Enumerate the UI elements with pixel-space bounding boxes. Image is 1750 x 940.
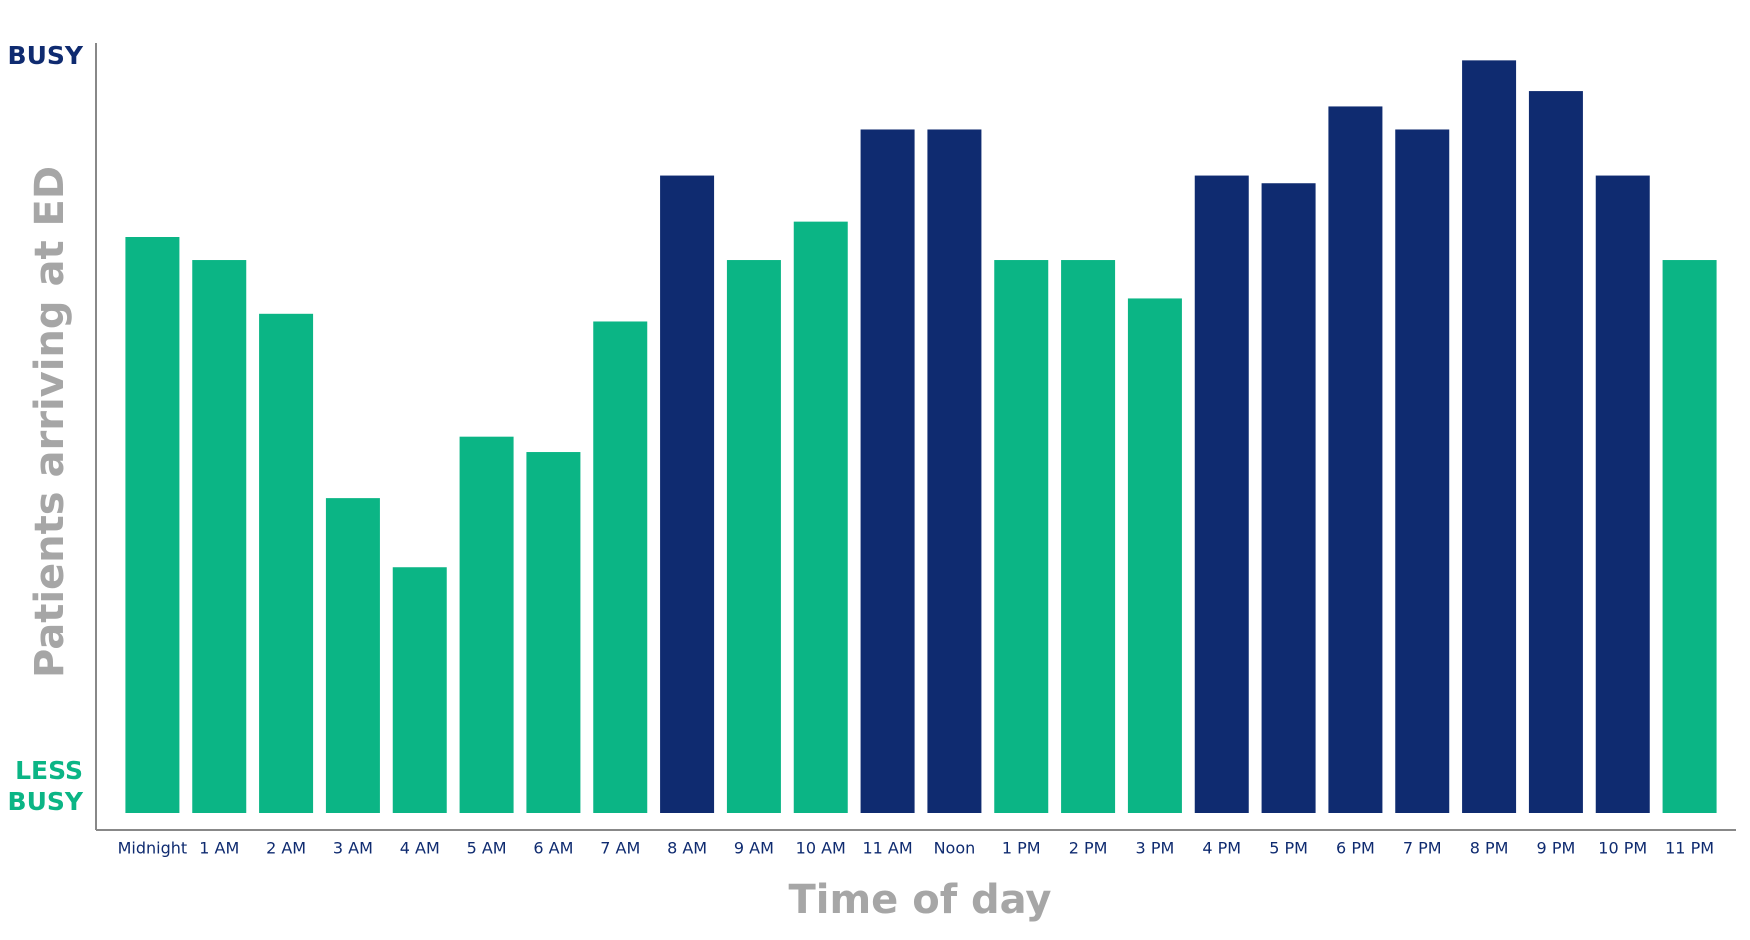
bar (1462, 60, 1517, 814)
x-tick-label: 7 AM (600, 839, 640, 858)
bar (325, 498, 380, 813)
x-tick-label: 7 PM (1403, 839, 1442, 858)
x-tick-label: 11 AM (862, 839, 912, 858)
x-axis-title: Time of day (788, 877, 1051, 923)
bar (125, 237, 180, 813)
x-tick-label: 9 AM (734, 839, 774, 858)
bar (392, 567, 447, 813)
x-tick-label: 1 PM (1002, 839, 1041, 858)
bar (1127, 298, 1182, 813)
x-tick-label: 4 PM (1202, 839, 1241, 858)
x-tick-label: 1 AM (199, 839, 239, 858)
bar (793, 221, 848, 813)
bar (927, 129, 982, 814)
busy-label: BUSY (8, 41, 84, 70)
bar (1662, 260, 1717, 813)
bar (1261, 183, 1316, 814)
x-tick-label: 3 AM (333, 839, 373, 858)
bar (459, 436, 514, 813)
x-tick-label: 10 PM (1598, 839, 1647, 858)
bar (1395, 129, 1450, 814)
bar (860, 129, 915, 814)
bar (1061, 260, 1116, 813)
bar (1528, 91, 1583, 813)
less-busy-label: LESS (15, 756, 83, 785)
x-tick-label: 2 AM (266, 839, 306, 858)
bar (259, 313, 314, 813)
bar (726, 260, 781, 813)
x-tick-label: 5 PM (1269, 839, 1308, 858)
x-tick-label: 8 AM (667, 839, 707, 858)
bar (1328, 106, 1383, 813)
x-tick-label: 2 PM (1069, 839, 1108, 858)
bar (1194, 175, 1249, 813)
bar (660, 175, 715, 813)
x-tick-label: Noon (934, 839, 976, 858)
bar (1595, 175, 1650, 813)
x-tick-label: 9 PM (1537, 839, 1576, 858)
y-axis-title: Patients arriving at ED (27, 166, 73, 678)
x-tick-label: 3 PM (1136, 839, 1175, 858)
x-tick-label: 6 PM (1336, 839, 1375, 858)
bar (593, 321, 648, 813)
x-tick-label: Midnight (118, 839, 188, 858)
less-busy-label: BUSY (8, 787, 84, 816)
x-tick-label: 11 PM (1665, 839, 1714, 858)
x-tick-label: 10 AM (796, 839, 846, 858)
x-tick-label: 8 PM (1470, 839, 1509, 858)
bar (526, 452, 581, 813)
bar (994, 260, 1049, 813)
x-tick-label: 6 AM (533, 839, 573, 858)
x-tick-label: 5 AM (467, 839, 507, 858)
x-tick-label: 4 AM (400, 839, 440, 858)
bar (192, 260, 247, 813)
